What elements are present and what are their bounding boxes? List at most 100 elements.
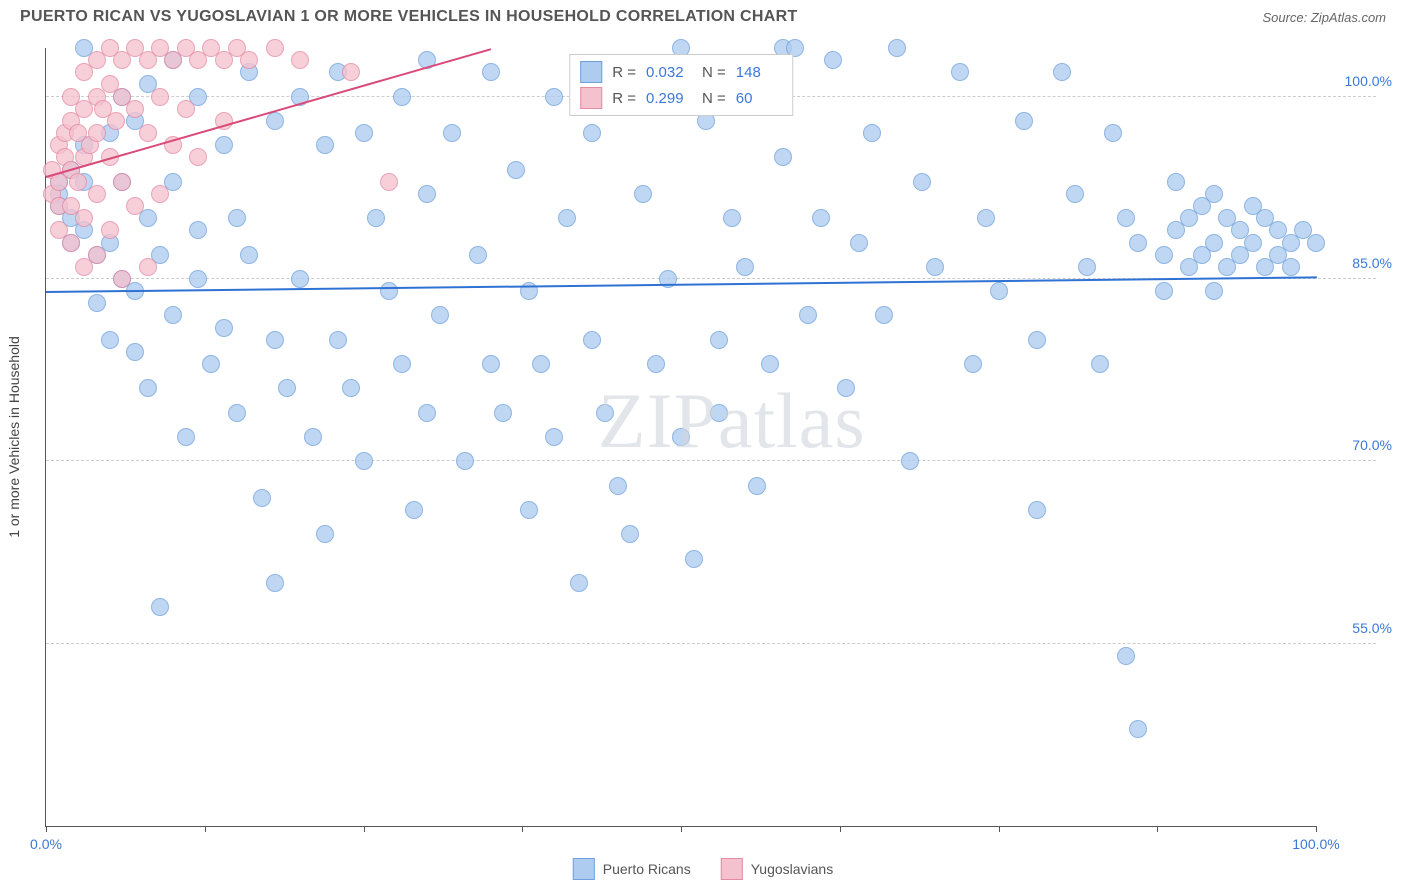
data-point [736, 258, 754, 276]
data-point [723, 209, 741, 227]
data-point [1205, 185, 1223, 203]
data-point [520, 501, 538, 519]
data-point [1155, 282, 1173, 300]
data-point [393, 355, 411, 373]
data-point [139, 379, 157, 397]
data-point [355, 124, 373, 142]
chart-title: PUERTO RICAN VS YUGOSLAVIAN 1 OR MORE VE… [20, 8, 798, 26]
x-tick [1157, 826, 1158, 832]
data-point [431, 306, 449, 324]
chart-area: 1 or more Vehicles in Household ZIPatlas… [45, 48, 1316, 827]
data-point [1091, 355, 1109, 373]
data-point [850, 234, 868, 252]
data-point [418, 404, 436, 422]
data-point [228, 209, 246, 227]
x-tick-label: 0.0% [30, 836, 62, 852]
data-point [266, 574, 284, 592]
data-point [507, 161, 525, 179]
legend-swatch [573, 858, 595, 880]
data-point [913, 173, 931, 191]
data-point [88, 124, 106, 142]
data-point [316, 525, 334, 543]
y-tick-label: 100.0% [1345, 73, 1392, 89]
data-point [685, 550, 703, 568]
y-tick-label: 85.0% [1352, 255, 1392, 271]
data-point [240, 246, 258, 264]
data-point [672, 428, 690, 446]
data-point [774, 148, 792, 166]
data-point [1117, 209, 1135, 227]
data-point [1307, 234, 1325, 252]
stat-r-value: 0.032 [646, 64, 692, 81]
data-point [355, 452, 373, 470]
stat-r-label: R = [612, 90, 636, 107]
data-point [469, 246, 487, 264]
data-point [761, 355, 779, 373]
data-point [1028, 331, 1046, 349]
data-point [253, 489, 271, 507]
data-point [139, 124, 157, 142]
data-point [189, 148, 207, 166]
data-point [189, 270, 207, 288]
data-point [380, 173, 398, 191]
data-point [532, 355, 550, 373]
trend-line [46, 277, 1317, 294]
data-point [202, 355, 220, 373]
data-point [88, 185, 106, 203]
data-point [278, 379, 296, 397]
data-point [1244, 234, 1262, 252]
data-point [583, 331, 601, 349]
data-point [151, 185, 169, 203]
gridline [46, 460, 1376, 461]
data-point [558, 209, 576, 227]
data-point [107, 112, 125, 130]
data-point [748, 477, 766, 495]
data-point [824, 51, 842, 69]
data-point [101, 331, 119, 349]
data-point [418, 185, 436, 203]
data-point [901, 452, 919, 470]
data-point [380, 282, 398, 300]
data-point [75, 209, 93, 227]
data-point [951, 63, 969, 81]
data-point [1205, 234, 1223, 252]
data-point [113, 173, 131, 191]
data-point [342, 63, 360, 81]
data-point [1282, 258, 1300, 276]
data-point [1167, 173, 1185, 191]
data-point [1015, 112, 1033, 130]
data-point [189, 221, 207, 239]
data-point [1028, 501, 1046, 519]
data-point [1053, 63, 1071, 81]
data-point [710, 331, 728, 349]
data-point [266, 112, 284, 130]
stat-n-value: 60 [736, 90, 782, 107]
source-label: Source: ZipAtlas.com [1262, 10, 1386, 25]
data-point [634, 185, 652, 203]
data-point [62, 234, 80, 252]
data-point [164, 306, 182, 324]
data-point [126, 100, 144, 118]
data-point [228, 404, 246, 422]
y-tick-label: 70.0% [1352, 437, 1392, 453]
y-tick-label: 55.0% [1352, 620, 1392, 636]
data-point [799, 306, 817, 324]
data-point [69, 173, 87, 191]
data-point [482, 63, 500, 81]
x-tick [364, 826, 365, 832]
data-point [621, 525, 639, 543]
data-point [977, 209, 995, 227]
data-point [215, 136, 233, 154]
data-point [863, 124, 881, 142]
data-point [177, 428, 195, 446]
data-point [342, 379, 360, 397]
data-point [1117, 647, 1135, 665]
series-legend-label: Puerto Ricans [603, 861, 691, 877]
data-point [964, 355, 982, 373]
data-point [596, 404, 614, 422]
data-point [875, 306, 893, 324]
x-tick [681, 826, 682, 832]
data-point [215, 319, 233, 337]
data-point [990, 282, 1008, 300]
x-tick-label: 100.0% [1292, 836, 1339, 852]
